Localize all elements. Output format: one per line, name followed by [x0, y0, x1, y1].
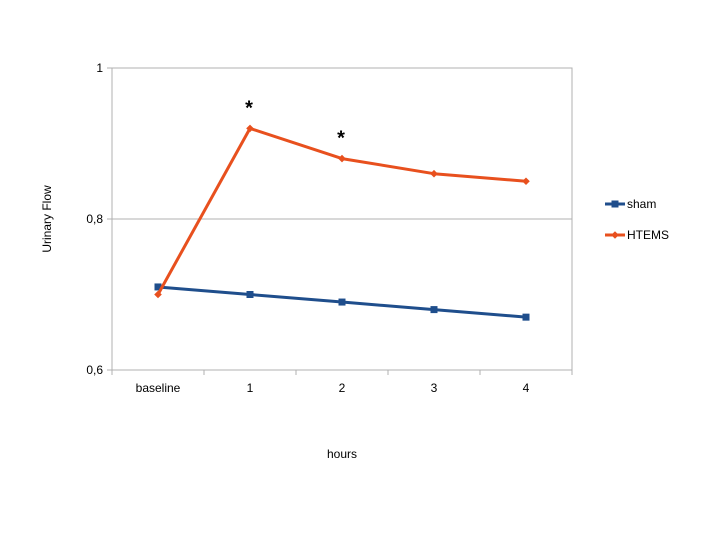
x-tick-label: 3 [431, 381, 438, 395]
legend-marker [611, 231, 619, 239]
legend: sham HTEMS [605, 197, 669, 242]
data-point-sham [154, 283, 162, 291]
x-tick-label: 2 [339, 381, 346, 395]
data-point-sham [430, 306, 438, 314]
axis-ticks: 0,6 0,8 1 baseline 1 2 3 4 [86, 61, 573, 395]
y-tick-label: 1 [96, 61, 103, 75]
series-lines [154, 124, 530, 321]
legend-item-sham: sham [605, 197, 656, 211]
significance-marker: * [337, 128, 345, 150]
data-point-htems [522, 177, 530, 186]
legend-label: sham [627, 197, 656, 211]
series-htems [154, 124, 530, 299]
x-axis-title: hours [327, 447, 357, 461]
significance-marker: * [245, 97, 253, 119]
series-sham [154, 283, 530, 321]
data-point-sham [338, 298, 346, 306]
y-tick-label: 0,6 [86, 363, 103, 377]
series-line-htems [156, 126, 527, 296]
data-point-htems [338, 154, 346, 163]
data-point-htems [246, 124, 254, 133]
legend-item-htems: HTEMS [605, 228, 669, 242]
legend-label: HTEMS [627, 228, 669, 242]
x-tick-label: baseline [136, 381, 181, 395]
x-tick-label: 4 [523, 381, 530, 395]
data-point-htems [430, 169, 438, 178]
data-point-sham [246, 291, 254, 298]
data-point-htems [154, 290, 162, 299]
annotations: ** [245, 97, 345, 149]
y-axis-title: Urinary Flow [40, 185, 54, 253]
data-point-sham [522, 313, 530, 321]
y-tick-label: 0,8 [86, 212, 103, 226]
legend-marker [611, 200, 619, 208]
x-tick-label: 1 [247, 381, 254, 395]
